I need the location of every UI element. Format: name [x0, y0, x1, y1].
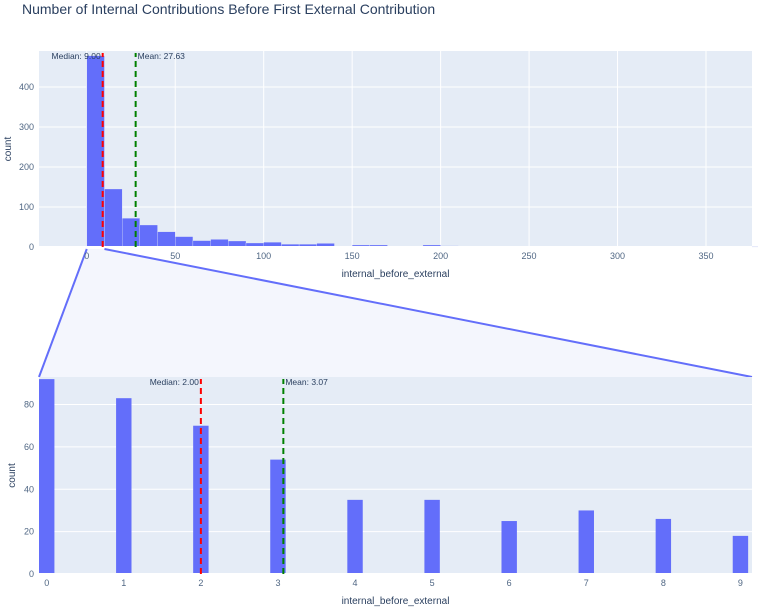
y-axis-title: count [7, 463, 18, 488]
histogram-bar [175, 236, 194, 248]
histogram-bar [732, 535, 749, 574]
y-tick-label: 400 [19, 82, 34, 92]
mean-annotation: Mean: 3.07 [285, 377, 328, 387]
x-tick-label: 6 [507, 578, 512, 588]
histogram-bar [424, 499, 440, 574]
x-tick-label: 100 [256, 251, 271, 261]
y-tick-label: 300 [19, 122, 34, 132]
histogram-panel-full: 0 100 200 300 400 0 50 100 150 200 250 300 350 Median… [3, 51, 758, 280]
x-axis-title: internal_before_external [342, 269, 450, 280]
histogram-bar [139, 224, 158, 248]
y-tick-label: 200 [19, 162, 34, 172]
zoom-connector-right [104, 248, 753, 378]
histogram-bar [210, 239, 229, 248]
x-tick-label: 4 [353, 578, 358, 588]
histogram-bar [578, 510, 594, 574]
histogram-bar [104, 188, 123, 248]
x-tick-label: 350 [698, 251, 713, 261]
histogram-bar [347, 499, 363, 574]
histogram-bar [655, 518, 672, 574]
zoom-region [39, 249, 752, 377]
x-tick-label: 200 [433, 251, 448, 261]
x-tick-label: 150 [345, 251, 360, 261]
y-tick-label: 0 [29, 569, 34, 579]
histogram-panel-zoom: 0 20 40 60 80 0 1 2 3 4 5 6 7 8 9 Median: 2.00 Mean: 3.0… [7, 377, 752, 607]
x-tick-label: 9 [738, 578, 743, 588]
x-axis-title: internal_before_external [342, 596, 450, 607]
x-tick-label: 2 [198, 578, 203, 588]
median-annotation: Median: 2.00 [150, 377, 199, 387]
chart-title: Number of Internal Contributions Before … [22, 1, 435, 17]
y-tick-label: 60 [24, 442, 34, 452]
histogram-bar [122, 218, 140, 248]
histogram-bar [157, 231, 176, 248]
x-tick-label: 8 [661, 578, 666, 588]
y-tick-label: 80 [24, 400, 34, 410]
x-tick-label: 1 [121, 578, 126, 588]
x-tick-label: 0 [84, 251, 89, 261]
x-tick-label: 250 [522, 251, 537, 261]
plot-area [39, 51, 752, 247]
x-tick-label: 0 [44, 578, 49, 588]
y-tick-label: 40 [24, 484, 34, 494]
x-tick-label: 7 [584, 578, 589, 588]
histogram-bar [501, 521, 517, 574]
y-tick-label: 0 [29, 242, 34, 252]
median-annotation: Median: 9.00 [52, 51, 101, 61]
x-tick-label: 300 [610, 251, 625, 261]
plot-area [39, 377, 752, 574]
x-tick-label: 50 [170, 251, 180, 261]
histogram-bar [39, 379, 55, 574]
histogram-bar [270, 459, 286, 574]
histogram-bar [116, 398, 132, 574]
mean-annotation: Mean: 27.63 [138, 51, 186, 61]
zoom-connector-left [38, 248, 88, 378]
y-tick-label: 20 [24, 527, 34, 537]
x-tick-label: 3 [275, 578, 280, 588]
y-axis-title: count [3, 137, 14, 162]
y-tick-label: 100 [19, 202, 34, 212]
x-tick-label: 5 [430, 578, 435, 588]
